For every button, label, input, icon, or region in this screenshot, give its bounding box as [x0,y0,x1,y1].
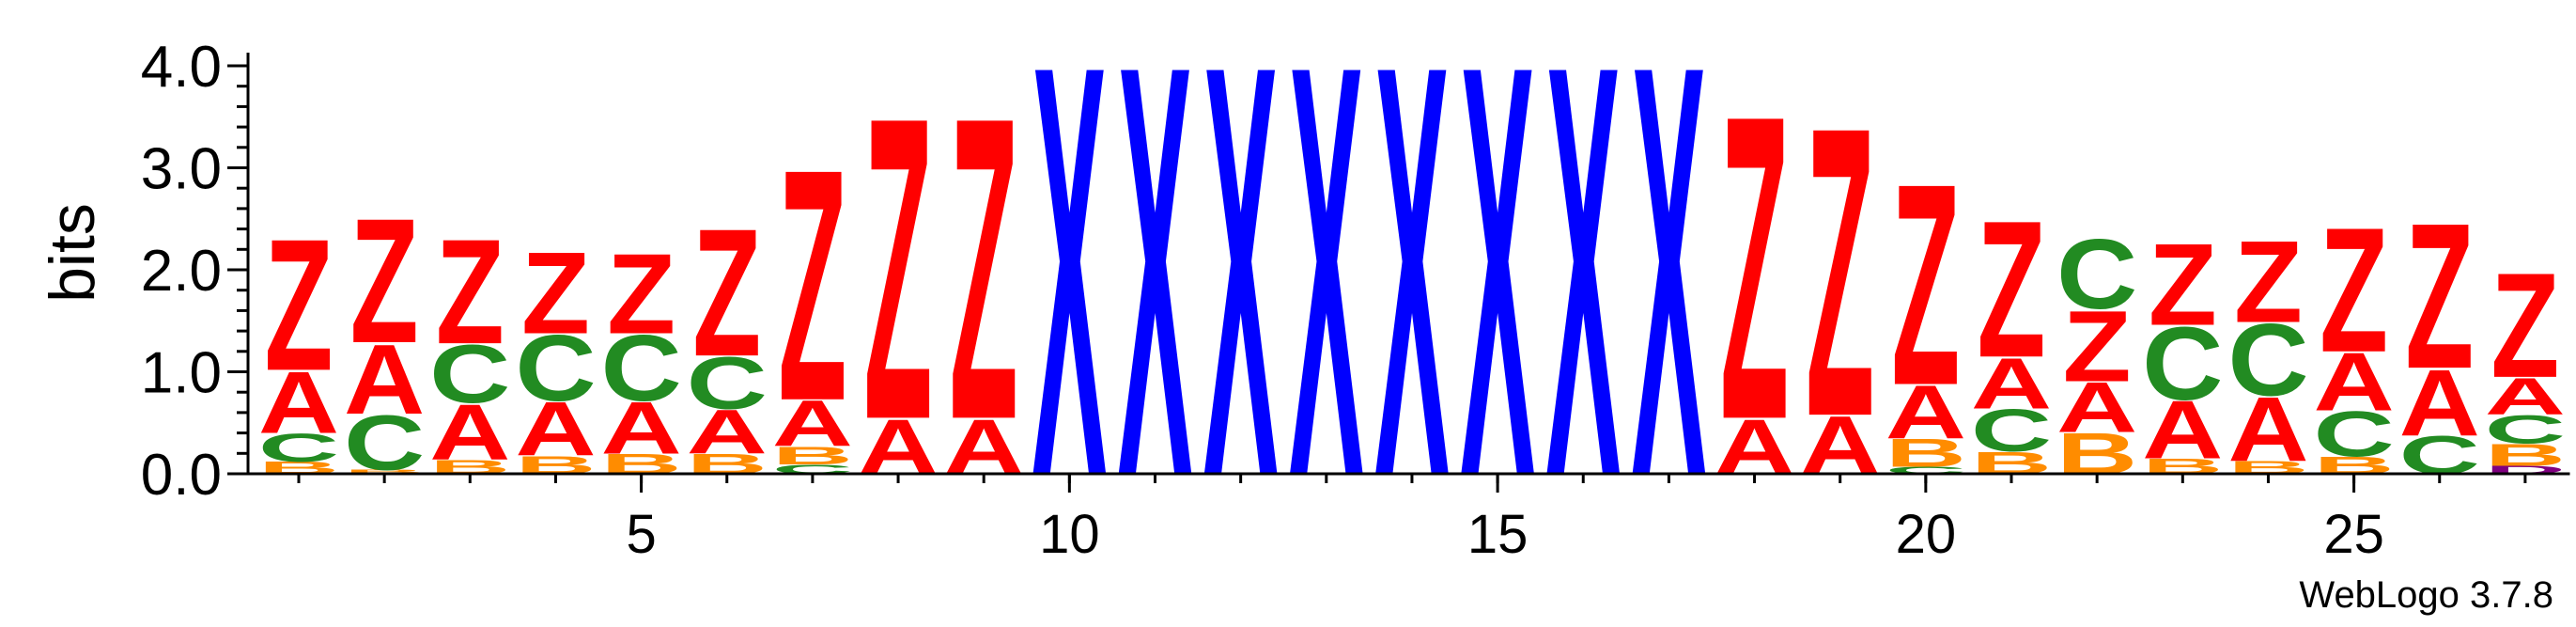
glyph-c-pos-27: C [2485,407,2566,451]
glyph-a-pos-2: A [344,323,425,434]
glyph-b-pos-20: B [1885,431,1966,475]
glyph-z-pos-6: Z [692,192,761,396]
glyph-a-pos-25: A [2313,337,2394,429]
y-axis-label: bits [37,203,108,303]
chart-axes: 0.0 1.0 2.0 3.0 4.0 5 10 15 20 25 bits [37,35,2570,565]
weblogo-credit: WebLogo 3.7.8 [2299,574,2553,616]
glyph-z-pos-21: Z [1978,180,2046,399]
glyph-b-pos-27: B [2485,437,2566,472]
glyph-x-pos-14: X [1374,0,1450,599]
glyph-z-pos-27: Z [2491,242,2559,409]
glyph-z-pos-7: Z [778,100,846,470]
x-tick-label: 25 [2323,504,2384,565]
y-tick-label: 2.0 [141,239,222,304]
glyph-c-pos-23: C [2142,306,2223,422]
glyph-z-pos-3: Z [436,208,504,375]
glyph-z-pos-8: Z [864,28,933,510]
glyph-x-pos-10: X [1032,0,1108,599]
glyph-c-pos-1: C [258,426,339,470]
glyph-z-pos-5: Z [607,230,675,357]
glyph-z-pos-9: Z [950,28,1018,510]
glyph-a-pos-4: A [515,385,596,472]
glyph-x-pos-17: X [1632,0,1707,599]
glyph-a-pos-24: A [2227,379,2308,480]
glyph-a-pos-20: A [1885,369,1966,454]
y-tick-label: 3.0 [141,137,222,202]
glyph-x-pos-15: X [1460,0,1535,599]
glyph-x-pos-11: X [1118,0,1193,599]
glyph-c-pos-22: C [2056,218,2137,329]
glyph-a-pos-23: A [2142,384,2223,477]
glyph-z-pos-25: Z [2320,191,2388,390]
x-tick-label: 5 [626,504,656,565]
glyph-b-pos-7: B [772,442,853,470]
glyph-a-pos-21: A [1971,343,2052,424]
glyph-z-pos-24: Z [2234,216,2303,347]
glyph-c-pos-24: C [2227,303,2308,417]
glyph-a-pos-5: A [600,386,681,469]
x-axis-ticks: 5 10 15 20 25 [297,474,2527,565]
glyph-z-pos-23: Z [2149,219,2217,350]
glyph-a-pos-6: A [687,397,768,466]
glyph-z-pos-26: Z [2405,180,2474,413]
y-tick-label: 1.0 [141,341,222,406]
glyph-z-pos-20: Z [1891,125,1960,446]
glyph-c-pos-4: C [515,316,596,421]
glyph-c-pos-5: C [600,316,681,421]
x-tick-label: 10 [1039,504,1100,565]
y-tick-label: 0.0 [141,443,222,508]
glyph-a-pos-27: A [2485,368,2566,427]
glyph-c-pos-6: C [687,342,768,425]
glyph-a-pos-1: A [258,353,339,452]
y-tick-label: 4.0 [141,35,222,100]
glyph-x-pos-16: X [1545,0,1621,599]
glyph-z-pos-2: Z [350,181,419,381]
glyph-c-pos-3: C [429,328,510,420]
glyph-a-pos-3: A [429,387,510,477]
glyph-a-pos-7: A [772,386,853,460]
glyph-z-pos-4: Z [521,227,590,358]
glyph-z-pos-18: Z [1720,24,1789,510]
glyph-x-pos-13: X [1289,0,1364,599]
y-axis-ticks: 0.0 1.0 2.0 3.0 4.0 [141,35,248,508]
glyph-a-pos-22: A [2056,368,2137,447]
glyph-z-pos-1: Z [265,199,334,409]
glyph-c-pos-25: C [2313,399,2394,470]
glyph-x-pos-12: X [1203,0,1279,599]
glyph-a-pos-26: A [2399,351,2480,456]
x-tick-label: 15 [1467,504,1529,565]
glyph-b-pos-2: B [344,468,425,475]
glyph-z-pos-22: Z [2063,290,2132,403]
glyph-c-pos-21: C [1971,398,2052,464]
glyph-c-pos-20: C [1885,464,1966,476]
x-tick-label: 20 [1896,504,1957,565]
glyph-c-pos-2: C [344,399,425,486]
glyph-z-pos-19: Z [1806,41,1874,503]
